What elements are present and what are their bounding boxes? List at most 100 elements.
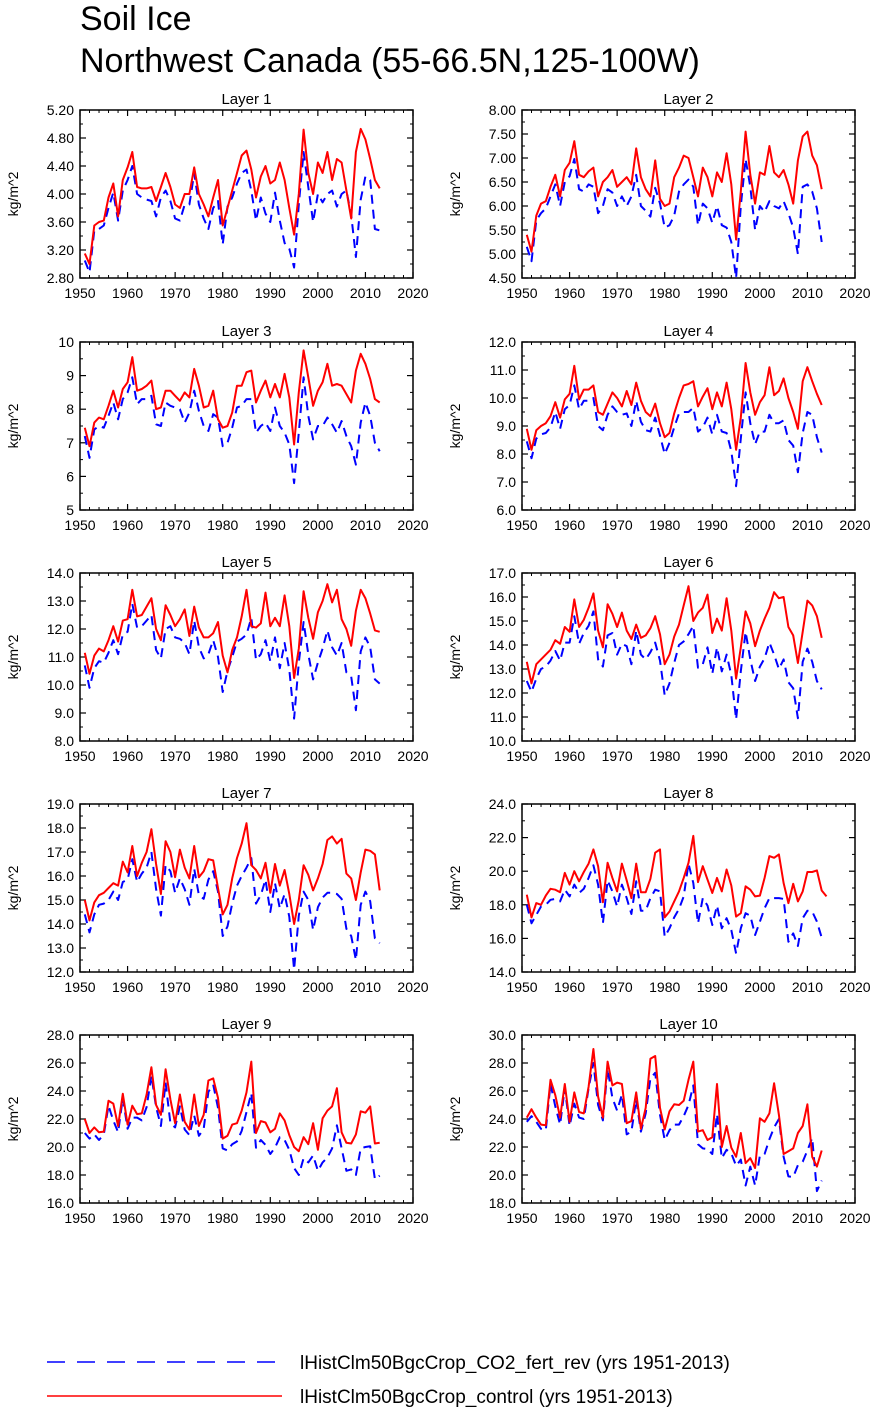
- x-tick-label: 1990: [255, 1210, 286, 1226]
- y-tick-label: 16.0: [47, 1195, 74, 1211]
- y-tick-label: 24.0: [489, 1111, 516, 1127]
- x-tick-label: 2000: [302, 979, 333, 995]
- x-tick-label: 2000: [302, 285, 333, 301]
- y-tick-label: 3.20: [47, 242, 74, 258]
- plot-frame: [521, 572, 856, 742]
- chart-panel-layer-3: Layer 3 kg/m^2 1950 1960 1970 1980 1990 2000 201…: [5, 323, 429, 533]
- chart-panel-layer-2: Layer 2 kg/m^2 1950 1960 1970 1980 1990 2000 201…: [447, 91, 871, 301]
- x-tick-label: 2010: [350, 517, 381, 533]
- x-tick-label: 1960: [112, 285, 143, 301]
- y-tick-label: 10.0: [489, 733, 516, 749]
- chart-panel-layer-9: Layer 9 kg/m^2 1950 1960 1970 1980 1990 2000 201…: [5, 1016, 429, 1226]
- y-tick-label: 13.0: [489, 661, 516, 677]
- x-tick-label: 2000: [744, 748, 775, 764]
- x-tick-label: 2020: [839, 517, 870, 533]
- y-tick-label: 8.0: [55, 733, 75, 749]
- y-tick-label: 15.0: [47, 892, 74, 908]
- x-tick-label: 1950: [506, 748, 537, 764]
- plot-frame: [79, 341, 414, 511]
- plot-frame: [79, 109, 414, 279]
- chart-panel-layer-4: Layer 4 kg/m^2 1950 1960 1970 1980 1990 2000 201…: [447, 323, 871, 533]
- y-tick-label: 14.0: [489, 964, 516, 980]
- y-axis-label: kg/m^2: [5, 634, 21, 679]
- series-line-control: [83, 822, 381, 925]
- panel-title: Layer 2: [663, 91, 713, 108]
- x-tick-label: 1970: [160, 748, 191, 764]
- y-tick-label: 4.00: [47, 186, 74, 202]
- x-tick-label: 2020: [839, 1210, 870, 1226]
- y-tick-label: 14.0: [47, 565, 74, 581]
- y-tick-label: 12.0: [47, 964, 74, 980]
- x-tick-label: 1980: [649, 979, 680, 995]
- y-tick-label: 24.0: [489, 796, 516, 812]
- x-tick-label: 2010: [792, 1210, 823, 1226]
- x-tick-label: 1970: [602, 748, 633, 764]
- chart-panel-layer-8: Layer 8 kg/m^2 1950 1960 1970 1980 1990 2000 201…: [447, 785, 871, 995]
- x-tick-label: 2020: [397, 285, 428, 301]
- series-line-control: [525, 834, 828, 919]
- x-tick-label: 2010: [792, 748, 823, 764]
- chart-panel-layer-6: Layer 6 kg/m^2 1950 1960 1970 1980 1990 2000 201…: [447, 554, 871, 764]
- x-tick-label: 1950: [64, 517, 95, 533]
- y-tick-label: 6.00: [489, 198, 516, 214]
- y-tick-label: 20.0: [489, 1167, 516, 1183]
- x-tick-label: 1990: [697, 285, 728, 301]
- x-tick-label: 1990: [697, 517, 728, 533]
- y-tick-label: 7.00: [489, 150, 516, 166]
- y-tick-label: 16.0: [489, 930, 516, 946]
- x-tick-label: 2010: [350, 979, 381, 995]
- y-tick-label: 5: [66, 502, 74, 518]
- y-tick-label: 8.0: [497, 446, 517, 462]
- y-tick-label: 12.0: [47, 621, 74, 637]
- y-tick-label: 10.0: [47, 677, 74, 693]
- y-tick-label: 18.0: [489, 897, 516, 913]
- x-tick-label: 1970: [160, 1210, 191, 1226]
- x-tick-label: 1950: [64, 1210, 95, 1226]
- y-tick-label: 9: [66, 368, 74, 384]
- x-tick-label: 2010: [350, 1210, 381, 1226]
- series-line-control: [83, 349, 381, 448]
- x-tick-label: 1980: [207, 748, 238, 764]
- y-axis-label: kg/m^2: [5, 865, 21, 910]
- y-tick-label: 11.0: [48, 649, 74, 665]
- x-tick-label: 1980: [649, 285, 680, 301]
- y-tick-label: 5.00: [489, 246, 516, 262]
- panel-title: Layer 7: [221, 785, 271, 802]
- y-tick-label: 11.0: [490, 362, 516, 378]
- plot-frame: [79, 572, 414, 742]
- y-tick-label: 10.0: [489, 390, 516, 406]
- y-axis-label: kg/m^2: [5, 1096, 21, 1141]
- x-tick-label: 1960: [554, 517, 585, 533]
- panel-title: Layer 1: [221, 91, 271, 108]
- legend: lHistClm50BgcCrop_CO2_fert_rev (yrs 1951…: [47, 1353, 730, 1408]
- x-tick-label: 2010: [792, 285, 823, 301]
- x-tick-label: 2010: [350, 285, 381, 301]
- y-tick-label: 28.0: [47, 1027, 74, 1043]
- x-tick-label: 1990: [697, 979, 728, 995]
- series-line-co2-fert-rev: [525, 610, 823, 721]
- x-tick-label: 1970: [602, 979, 633, 995]
- x-tick-label: 1960: [554, 979, 585, 995]
- series-line-control: [525, 1048, 823, 1169]
- y-axis-label: kg/m^2: [447, 865, 463, 910]
- x-tick-label: 1970: [160, 285, 191, 301]
- series-line-co2-fert-rev: [84, 1074, 381, 1181]
- panel-title: Layer 9: [221, 1016, 271, 1033]
- y-tick-label: 11.0: [490, 709, 516, 725]
- x-tick-label: 1960: [554, 285, 585, 301]
- panel-title: Layer 10: [659, 1016, 717, 1033]
- y-tick-label: 26.0: [489, 1083, 516, 1099]
- x-tick-label: 1990: [697, 1210, 728, 1226]
- y-tick-label: 4.80: [47, 130, 74, 146]
- y-tick-label: 16.0: [489, 589, 516, 605]
- y-tick-label: 19.0: [47, 796, 74, 812]
- x-tick-label: 2010: [792, 517, 823, 533]
- series-line-co2-fert-rev: [526, 1062, 823, 1193]
- y-tick-label: 18.0: [47, 820, 74, 836]
- y-axis-label: kg/m^2: [447, 634, 463, 679]
- y-tick-label: 6.50: [489, 174, 516, 190]
- x-tick-label: 2020: [839, 748, 870, 764]
- y-tick-label: 3.60: [47, 214, 74, 230]
- x-tick-label: 2020: [397, 748, 428, 764]
- figure-title: Soil Ice: [80, 0, 192, 38]
